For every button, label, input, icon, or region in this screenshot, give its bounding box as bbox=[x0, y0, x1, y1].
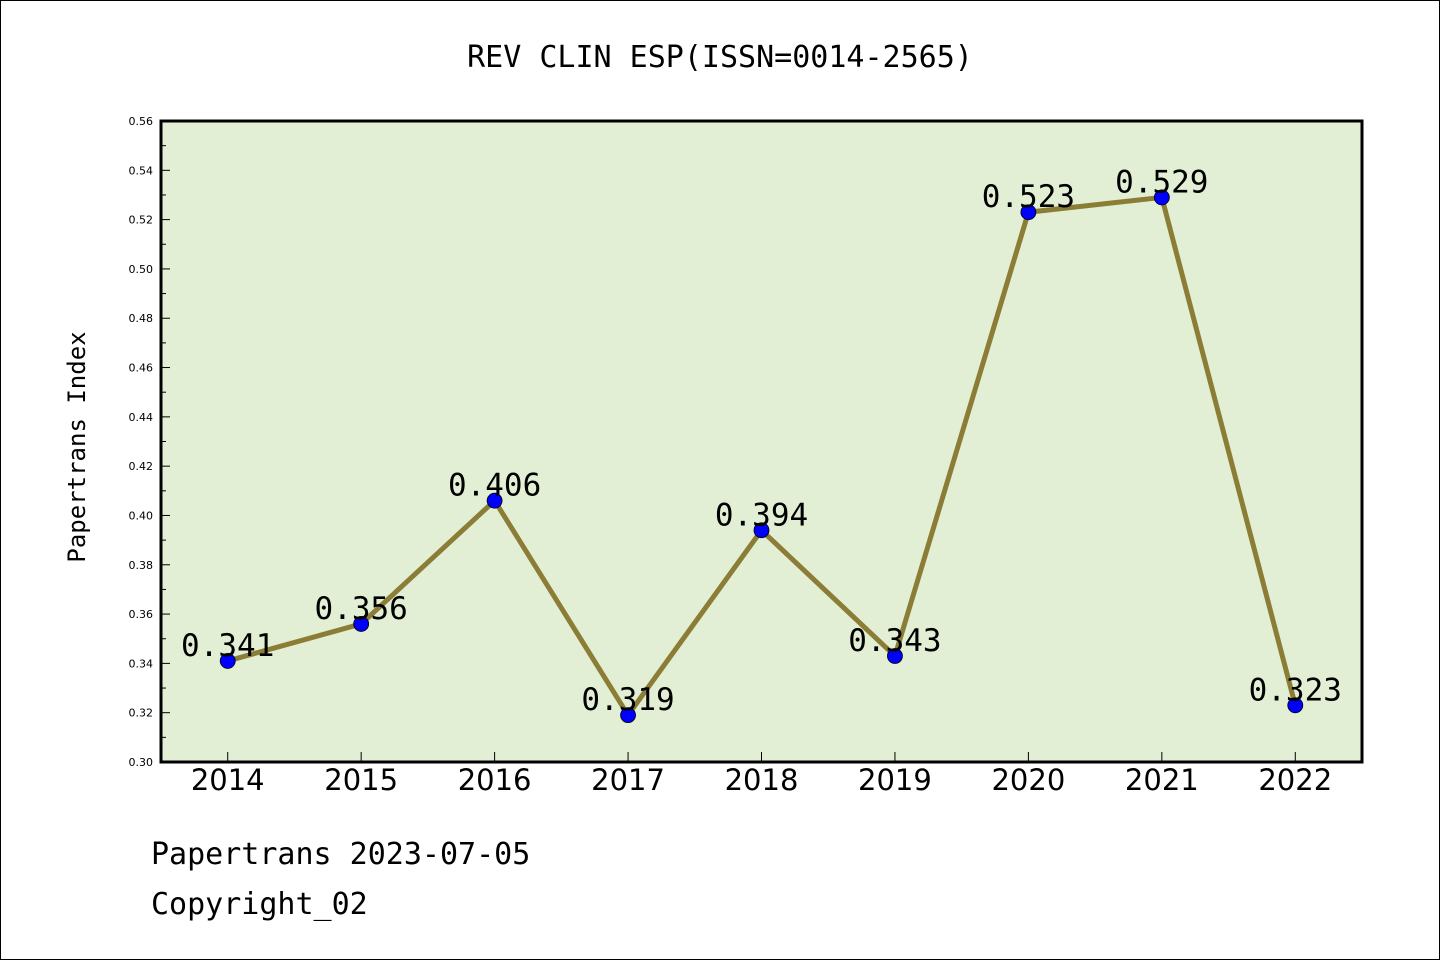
data-label: 0.319 bbox=[581, 682, 674, 718]
footer-date-line: Papertrans 2023-07-05 bbox=[151, 837, 531, 872]
plot-area bbox=[159, 119, 1364, 764]
y-tick-label: 0.40 bbox=[129, 509, 154, 522]
y-tick-label: 0.34 bbox=[129, 657, 154, 670]
y-tick-label: 0.46 bbox=[129, 362, 154, 375]
x-tick-label: 2019 bbox=[858, 763, 932, 797]
data-point bbox=[219, 653, 236, 669]
x-tick-label: 2017 bbox=[591, 763, 665, 797]
y-tick-label: 0.38 bbox=[129, 559, 154, 572]
x-tick-label: 2014 bbox=[191, 763, 265, 797]
data-point bbox=[1020, 204, 1037, 221]
chart-title: REV CLIN ESP(ISSN=0014-2565) bbox=[467, 40, 973, 75]
footer-copyright: Copyright_02 bbox=[151, 887, 368, 922]
y-tick-label: 0.50 bbox=[129, 263, 154, 276]
data-label: 0.341 bbox=[181, 628, 274, 664]
data-point bbox=[753, 522, 770, 539]
data-point bbox=[620, 707, 636, 724]
y-axis-label: Papertrans Index bbox=[63, 331, 91, 562]
y-tick-label: 0.52 bbox=[129, 214, 154, 227]
data-label: 0.406 bbox=[448, 468, 541, 504]
x-tick-label: 2018 bbox=[725, 763, 799, 797]
data-label: 0.343 bbox=[848, 623, 941, 659]
y-tick-label: 0.32 bbox=[129, 707, 154, 720]
data-point bbox=[1153, 189, 1170, 206]
y-tick-label: 0.44 bbox=[129, 411, 154, 424]
data-label: 0.356 bbox=[315, 591, 408, 627]
data-label: 0.529 bbox=[1115, 164, 1208, 200]
y-tick-label: 0.54 bbox=[129, 164, 154, 177]
y-tick-label: 0.36 bbox=[129, 608, 154, 621]
data-label: 0.323 bbox=[1249, 672, 1342, 708]
series: 0.341 0.356 0.406 0.319 0.394 0.343 0.523 0.529… bbox=[181, 164, 1342, 724]
data-point bbox=[486, 492, 503, 509]
x-tick-label: 2016 bbox=[458, 763, 532, 797]
data-point bbox=[353, 616, 370, 632]
x-tick-label: 2015 bbox=[324, 763, 398, 797]
data-label: 0.523 bbox=[982, 179, 1075, 215]
x-tick-label: 2021 bbox=[1125, 763, 1199, 797]
x-tick-label: 2022 bbox=[1258, 763, 1332, 797]
data-label: 0.394 bbox=[715, 497, 808, 533]
y-tick-label: 0.42 bbox=[129, 460, 154, 473]
data-point bbox=[887, 648, 903, 664]
y-tick-label: 0.30 bbox=[129, 756, 154, 769]
x-tick-label: 2020 bbox=[991, 763, 1065, 797]
x-axis: 2014 2015 2016 2017 2018 2019 2020 2021 2022 bbox=[191, 752, 1332, 797]
data-point bbox=[1287, 697, 1304, 714]
y-tick-label: 0.48 bbox=[129, 312, 154, 325]
y-axis: 0.30 0.32 0.34 0.36 0.38 0.40 0.42 0.44 0.46 0.48… bbox=[129, 115, 170, 769]
y-tick-label: 0.56 bbox=[129, 115, 154, 128]
